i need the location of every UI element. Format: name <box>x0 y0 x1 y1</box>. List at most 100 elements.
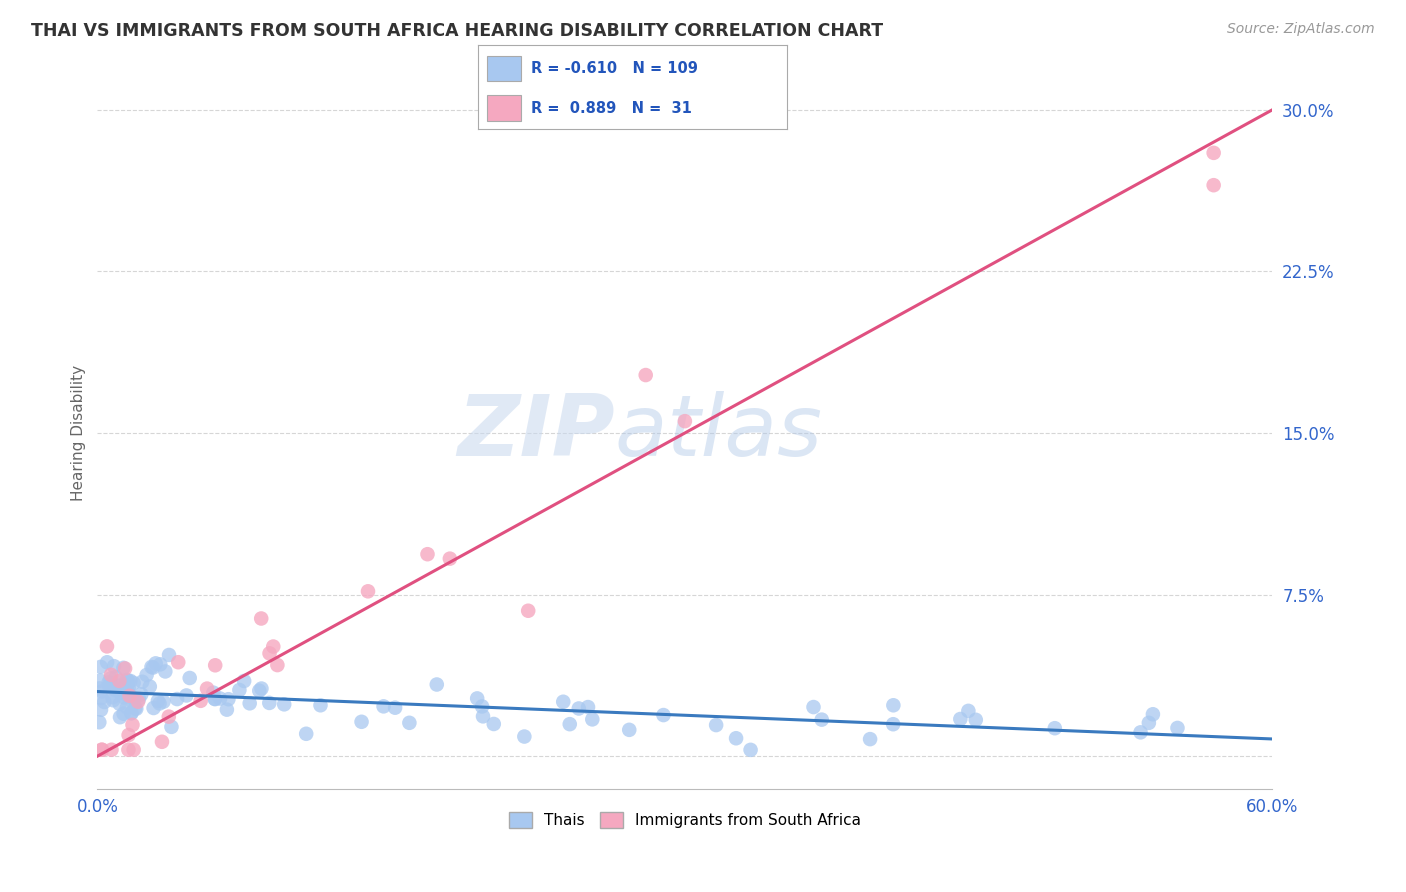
Point <box>96 640 118 654</box>
Point <box>176 689 198 703</box>
Point <box>149 657 172 672</box>
Legend: Thais, Immigrants from South Africa: Thais, Immigrants from South Africa <box>503 806 868 834</box>
Point <box>124 701 146 715</box>
Point <box>107 679 129 693</box>
Point <box>309 698 332 713</box>
Point <box>142 701 165 715</box>
Point <box>949 712 972 726</box>
Point <box>1043 721 1066 735</box>
Text: ZIP: ZIP <box>457 392 614 475</box>
Point <box>120 706 142 720</box>
Point <box>1137 715 1160 730</box>
Point <box>373 699 395 714</box>
Point <box>103 659 125 673</box>
Point <box>150 735 173 749</box>
Point <box>115 700 138 714</box>
Point <box>1166 721 1188 735</box>
Point <box>97 675 120 690</box>
Point <box>90 703 112 717</box>
Point <box>90 691 112 706</box>
Point <box>167 655 190 669</box>
Point <box>127 695 149 709</box>
Point <box>581 712 603 726</box>
Point <box>202 686 225 700</box>
Text: THAI VS IMMIGRANTS FROM SOUTH AFRICA HEARING DISABILITY CORRELATION CHART: THAI VS IMMIGRANTS FROM SOUTH AFRICA HEA… <box>31 22 883 40</box>
Point <box>725 731 748 746</box>
Point <box>114 661 136 675</box>
Point <box>117 677 139 691</box>
Point <box>217 692 239 706</box>
Point <box>118 687 141 701</box>
FancyBboxPatch shape <box>488 55 522 81</box>
Point <box>357 584 380 599</box>
Point <box>112 661 135 675</box>
Point <box>155 665 177 679</box>
Point <box>634 368 657 382</box>
Point <box>416 547 439 561</box>
Point <box>108 673 131 688</box>
Text: R =  0.889   N =  31: R = 0.889 N = 31 <box>530 101 692 116</box>
Point <box>239 696 262 710</box>
Point <box>250 681 273 696</box>
Point <box>965 713 987 727</box>
Point <box>118 681 141 695</box>
Point <box>266 658 288 673</box>
Point <box>482 717 505 731</box>
Point <box>157 648 180 662</box>
Point <box>145 657 167 671</box>
Point <box>108 710 131 724</box>
Point <box>215 703 238 717</box>
FancyBboxPatch shape <box>488 95 522 120</box>
Point <box>882 717 904 731</box>
Point <box>128 691 150 706</box>
Point <box>142 660 165 674</box>
Point <box>146 694 169 708</box>
Point <box>108 697 131 711</box>
Point <box>115 673 138 687</box>
Point <box>295 727 318 741</box>
Point <box>233 673 256 688</box>
Point <box>104 670 127 684</box>
Point <box>204 691 226 706</box>
Point <box>114 687 136 701</box>
Point <box>262 640 284 654</box>
Point <box>179 671 201 685</box>
Point <box>148 697 170 711</box>
Point <box>568 701 591 715</box>
Point <box>247 683 270 698</box>
Point <box>810 713 832 727</box>
Point <box>652 708 675 723</box>
Point <box>673 414 696 428</box>
Point <box>259 646 281 660</box>
Point <box>384 700 406 714</box>
Point <box>100 672 122 686</box>
Point <box>1129 725 1152 739</box>
Point <box>1202 178 1225 193</box>
Point <box>118 689 141 703</box>
Point <box>101 690 124 705</box>
Point <box>89 673 111 688</box>
Point <box>89 715 111 730</box>
Point <box>131 674 153 689</box>
Point <box>1202 145 1225 160</box>
Point <box>439 551 461 566</box>
Point <box>141 660 163 674</box>
Point <box>100 668 122 682</box>
Point <box>101 693 124 707</box>
Point <box>104 682 127 697</box>
Point <box>190 694 212 708</box>
Point <box>859 732 882 747</box>
Point <box>259 696 281 710</box>
Point <box>152 695 174 709</box>
Point <box>472 709 495 723</box>
Point <box>114 681 136 695</box>
Point <box>91 743 114 757</box>
Point <box>740 743 762 757</box>
Point <box>110 683 132 698</box>
Point <box>98 679 121 693</box>
Point <box>112 690 135 705</box>
Point <box>1142 707 1164 722</box>
Point <box>195 681 218 696</box>
Point <box>619 723 641 737</box>
Point <box>250 611 273 625</box>
